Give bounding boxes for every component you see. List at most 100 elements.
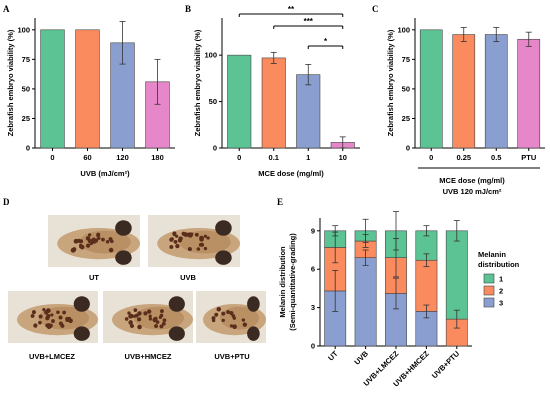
- pigment-spot: [44, 310, 49, 315]
- pigment-spot: [30, 313, 35, 318]
- pigment-spot: [187, 247, 192, 252]
- pigment-spot: [108, 247, 114, 253]
- embryo-head: [79, 230, 131, 254]
- pigment-spot: [51, 319, 55, 323]
- pigment-spot: [79, 244, 85, 250]
- chart-b-y-tick-label: 100: [204, 51, 217, 60]
- chart-a-x-tick-label: 180: [151, 153, 164, 162]
- chart-a-y-axis-label: Zebrafish embryo viability (%): [6, 29, 15, 136]
- pigment-spot: [241, 318, 246, 322]
- chart-c-x-tick-label: PTU: [521, 153, 536, 162]
- pigment-spot: [45, 323, 50, 328]
- pigment-spot: [96, 233, 100, 238]
- chart-a-y-tick-label: 75: [22, 55, 30, 64]
- pigment-spot: [206, 236, 210, 240]
- pigment-spot: [108, 237, 113, 242]
- chart-e-bar-segment: [445, 230, 468, 320]
- panel-label-a: A: [3, 4, 10, 14]
- embryo-eye: [73, 296, 90, 312]
- chart-a-y-tick-label: 0: [26, 144, 30, 153]
- chart-c-x-tick-label: 0.25: [456, 153, 471, 162]
- chart-e-y-axis-label: Melanin distribution: [278, 246, 287, 318]
- chart-b-bar: [261, 57, 286, 149]
- pigment-spot: [169, 237, 174, 242]
- chart-a-bar: [40, 29, 65, 149]
- embryo-eye: [115, 220, 132, 236]
- pigment-spot: [162, 318, 167, 323]
- pigment-spot: [161, 321, 166, 326]
- pigment-spot: [229, 324, 234, 328]
- chart-a-y-tick-label: 100: [17, 25, 30, 34]
- chart-b-x-tick-label: 10: [339, 153, 347, 162]
- pigment-spot: [226, 310, 231, 315]
- chart-b: 0 50 100 0 0.1 1 10 Zebrafish embryo viability …: [193, 5, 360, 178]
- embryo-eye: [247, 326, 260, 341]
- pigment-spot: [124, 317, 129, 321]
- chart-b-x-tick-label: 1: [306, 153, 310, 162]
- pigment-spot: [203, 234, 208, 238]
- pigment-spot: [181, 231, 186, 236]
- chart-c-y-tick-label: 25: [402, 114, 410, 123]
- chart-e-x-tick-label: UVB: [352, 349, 370, 367]
- pigment-spot: [101, 237, 105, 242]
- chart-c-bar: [452, 34, 476, 149]
- legend-title: distribution: [478, 260, 520, 269]
- legend-entry-label: 2: [499, 287, 503, 296]
- chart-e-y-axis-label-2: (Semi-quantitative-grading): [288, 233, 297, 331]
- pigment-spot: [58, 321, 63, 326]
- pigment-spot: [221, 318, 225, 323]
- pigment-spot: [137, 324, 142, 330]
- embryo-photo-label: UVB: [180, 273, 196, 282]
- chart-b-y-axis-label: Zebrafish embryo viability (%): [193, 29, 202, 136]
- pigment-spot: [128, 320, 133, 325]
- chart-a-y-tick-label: 50: [22, 84, 30, 93]
- embryo-photo-label: UVB+LMCEZ: [29, 352, 75, 361]
- pigment-spot: [143, 311, 148, 316]
- pigment-spot: [203, 246, 208, 251]
- pigment-spot: [147, 309, 152, 314]
- chart-c-y-tick-label: 50: [402, 84, 410, 93]
- pigment-spot: [137, 311, 142, 316]
- embryo-photo: [8, 291, 98, 343]
- pigment-spot: [169, 245, 174, 249]
- pigment-spot: [196, 247, 201, 251]
- pigment-spot: [45, 316, 50, 321]
- legend-entry-label: 3: [499, 299, 503, 308]
- legend-swatch: [483, 285, 495, 296]
- pigment-spot: [38, 320, 42, 325]
- pigment-spot: [242, 322, 248, 327]
- embryo-eye: [115, 250, 132, 265]
- embryo-photo-label: UVB+PTU: [214, 352, 249, 361]
- chart-c-x-tick-label: 0: [429, 153, 433, 162]
- embryo-eye: [168, 296, 185, 312]
- pigment-spot: [56, 310, 60, 315]
- legend-swatch: [483, 273, 495, 284]
- chart-c-x-axis-label: MCE dose (mg/ml): [439, 176, 505, 185]
- pigment-spot: [231, 314, 236, 318]
- pigment-spot: [178, 236, 183, 241]
- pigment-spot: [76, 238, 81, 243]
- chart-a-x-tick-label: 120: [116, 153, 129, 162]
- embryo-eye: [247, 296, 260, 312]
- pigment-spot: [153, 316, 158, 321]
- chart-b-x-tick-label: 0.1: [269, 153, 279, 162]
- pigment-spot: [189, 232, 194, 237]
- pigment-spot: [65, 318, 70, 323]
- chart-b-bar: [227, 54, 252, 149]
- chart-e-bar-segment: [415, 259, 438, 312]
- chart-e-y-tick-label: 3: [311, 303, 315, 312]
- chart-a-x-axis-label: UVB (mJ/cm²): [80, 169, 130, 178]
- pigment-spot: [154, 324, 158, 328]
- embryo-photo: [196, 291, 266, 343]
- chart-c-x-axis-label-2: UVB 120 mJ/cm²: [443, 187, 502, 196]
- pigment-spot: [128, 313, 134, 319]
- pigment-spot: [93, 238, 99, 243]
- embryo-photo-label: UVB+HMCEZ: [125, 352, 172, 361]
- chart-b-sig-label: ***: [304, 17, 314, 26]
- panel-label-b: B: [185, 4, 191, 14]
- pigment-spot: [105, 239, 110, 244]
- pigment-spot: [72, 248, 77, 252]
- chart-a-y-tick-label: 25: [22, 114, 30, 123]
